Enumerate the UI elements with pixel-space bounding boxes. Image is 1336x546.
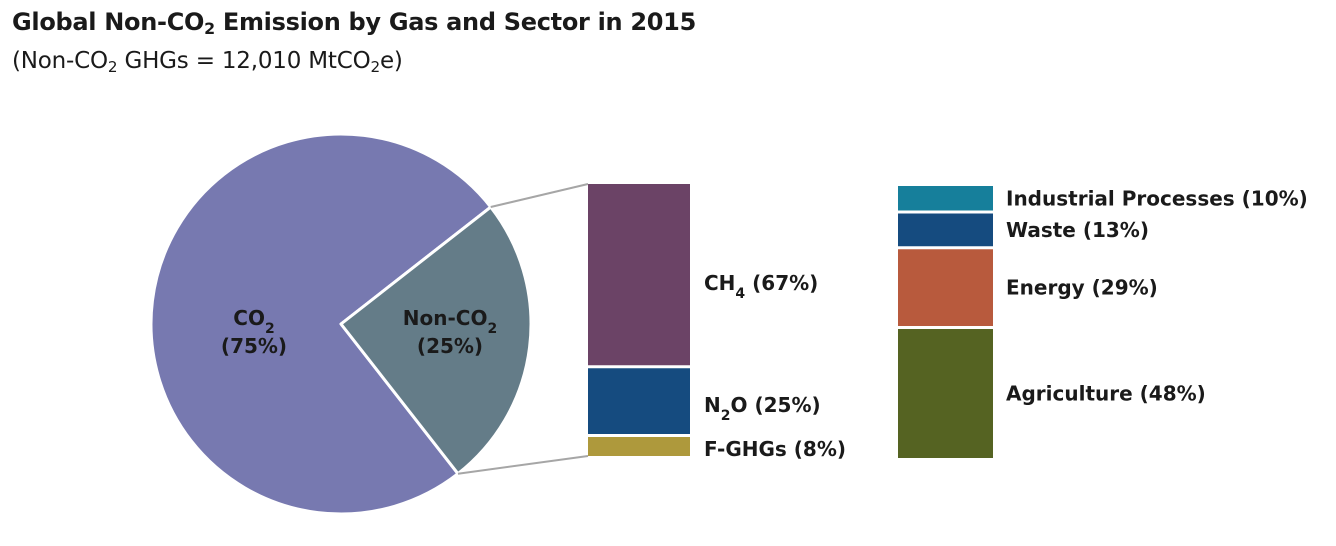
chart-title: Global Non-CO2 Emission by Gas and Secto… [12, 8, 696, 38]
pie-slice-co2 [149, 132, 493, 516]
pie-percent-co2: (75%) [221, 334, 287, 358]
connector-line-top [490, 183, 589, 208]
sector-label-industrial-processes: Industrial Processes (10%) [1006, 186, 1308, 210]
gas-label-n2o: N2O (25%) [704, 393, 821, 424]
pie-label-co2: CO2 [233, 306, 274, 337]
sector-bar-segment-waste [898, 213, 993, 247]
sector-bar-segment-agriculture [898, 329, 993, 458]
gas-bar-segment-n2o [588, 368, 690, 434]
gas-label-ch4: CH4 (67%) [704, 271, 818, 302]
sector-bar-segment-energy [898, 249, 993, 326]
pie-label-non-co2: Non-CO2 [403, 306, 497, 337]
chart-subtitle: (Non-CO2 GHGs = 12,010 MtCO2e) [12, 48, 403, 76]
sector-label-agriculture: Agriculture (48%) [1006, 382, 1206, 406]
sector-label-waste: Waste (13%) [1006, 218, 1149, 242]
sector-label-energy: Energy (29%) [1006, 276, 1158, 300]
gas-label-fghgs: F-GHGs (8%) [704, 437, 846, 461]
connector-line-bottom [457, 455, 589, 475]
sector-bar-segment-industrial-processes [898, 186, 993, 211]
pie-percent-non-co2: (25%) [417, 334, 483, 358]
pie-slice-non-co2 [339, 205, 533, 476]
gas-bar-segment-ch4 [588, 184, 690, 366]
gas-bar-segment-fghgs [588, 437, 690, 456]
